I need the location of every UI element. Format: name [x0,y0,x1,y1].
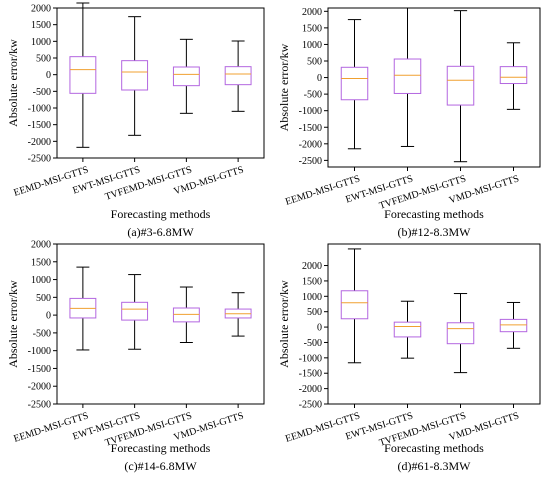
plot-frame [56,243,265,405]
y-tick-label: -2500 [28,400,51,411]
panel-caption: (b)#12-8.3MW [398,225,472,239]
box-body [499,318,528,333]
box-body [340,290,369,320]
y-tick-label: 1500 [302,23,322,34]
box-body [172,66,200,87]
y-axis-label: Absolute error/kw [277,43,291,131]
y-tick-label: -2500 [28,154,51,165]
box-3 [172,286,200,343]
x-axis-label: Forecasting methods [384,441,484,455]
y-tick-label: 500 [307,57,322,68]
y-tick-label: -1000 [28,346,51,357]
box-3 [446,293,475,374]
box-2 [393,7,422,147]
box-1 [69,2,97,148]
y-tick-label: -1500 [299,123,322,134]
y-tick-label: -500 [33,328,51,339]
box-body [121,301,149,321]
box-body [121,60,149,91]
y-tick-label: 0 [46,70,51,81]
panel-caption: (a)#3-6.8MW [127,225,194,239]
box-body [393,58,422,94]
plot-frame [56,7,265,159]
y-tick-label: 2000 [302,261,322,272]
y-tick-label: -1000 [299,353,322,364]
box-1 [340,19,369,150]
y-tick-label: -2000 [28,137,51,148]
y-tick-label: 1000 [302,40,322,51]
y-tick-label: -1500 [28,120,51,131]
y-tick-label: 1000 [31,275,51,286]
box-3 [172,38,200,114]
x-axis-label: Forecasting methods [384,207,484,221]
box-body [446,65,475,106]
box-body [499,66,528,85]
box-2 [121,16,149,136]
y-tick-label: -2000 [299,384,322,395]
y-tick-label: 0 [317,323,322,334]
box-body [172,307,200,323]
x-axis-label: Forecasting methods [111,207,211,221]
panel-4: 2000 1500 1000 500 0 -500 -1000 -1500 -2000 -2500… [277,243,541,473]
box-body [446,322,475,345]
y-tick-label: 0 [46,311,51,322]
y-tick-label: -1500 [28,364,51,375]
y-tick-label: 1000 [302,292,322,303]
y-axis-label: Absolute error/kw [277,280,291,368]
y-tick-label: -2000 [299,139,322,150]
box-body [69,56,97,94]
y-tick-label: 2000 [31,240,51,251]
y-tick-label: -2500 [299,400,322,411]
y-axis-label: Absolute error/kw [6,39,20,127]
y-tick-label: 500 [36,293,51,304]
y-tick-label: -500 [304,90,322,101]
panel-caption: (d)#61-8.3MW [398,459,472,473]
plot-frame [327,7,541,168]
y-tick-label: -1500 [299,369,322,380]
box-1 [69,266,97,351]
y-tick-label: 0 [317,73,322,84]
y-tick-label: 2000 [302,7,322,18]
panel-2: 2000 1500 1000 500 0 -500 -1000 -1500 -2000 -2500… [277,7,541,239]
box-2 [121,274,149,350]
box-4 [224,40,252,112]
y-tick-label: -500 [33,87,51,98]
box-1 [340,248,369,364]
box-4 [499,301,528,349]
panel-3: 2000 1500 1000 500 0 -500 -1000 -1500 -2000 -2500… [6,240,265,473]
box-4 [224,292,252,337]
box-body [393,321,422,338]
y-tick-label: -1000 [28,104,51,115]
panel-1: 2000 1500 1000 500 0 -500 -1000 -1500 -2000 -2500… [6,2,265,239]
box-4 [499,42,528,110]
y-tick-label: 1500 [302,276,322,287]
box-body [224,66,252,86]
y-tick-label: 1500 [31,257,51,268]
y-tick-label: 2000 [31,4,51,15]
box-3 [446,10,475,163]
plot-frame [327,243,541,405]
y-tick-label: -2500 [299,156,322,167]
y-tick-label: 1000 [31,37,51,48]
y-tick-label: 500 [36,54,51,65]
box-2 [393,300,422,359]
box-body [340,66,369,101]
y-tick-label: 1500 [31,20,51,31]
y-tick-label: -1000 [299,106,322,117]
panel-caption: (c)#14-6.8MW [124,459,197,473]
y-tick-label: -500 [304,338,322,349]
y-axis-label: Absolute error/kw [6,280,20,368]
y-tick-label: 500 [307,307,322,318]
x-axis-label: Forecasting methods [111,441,211,455]
y-tick-label: -2000 [28,382,51,393]
